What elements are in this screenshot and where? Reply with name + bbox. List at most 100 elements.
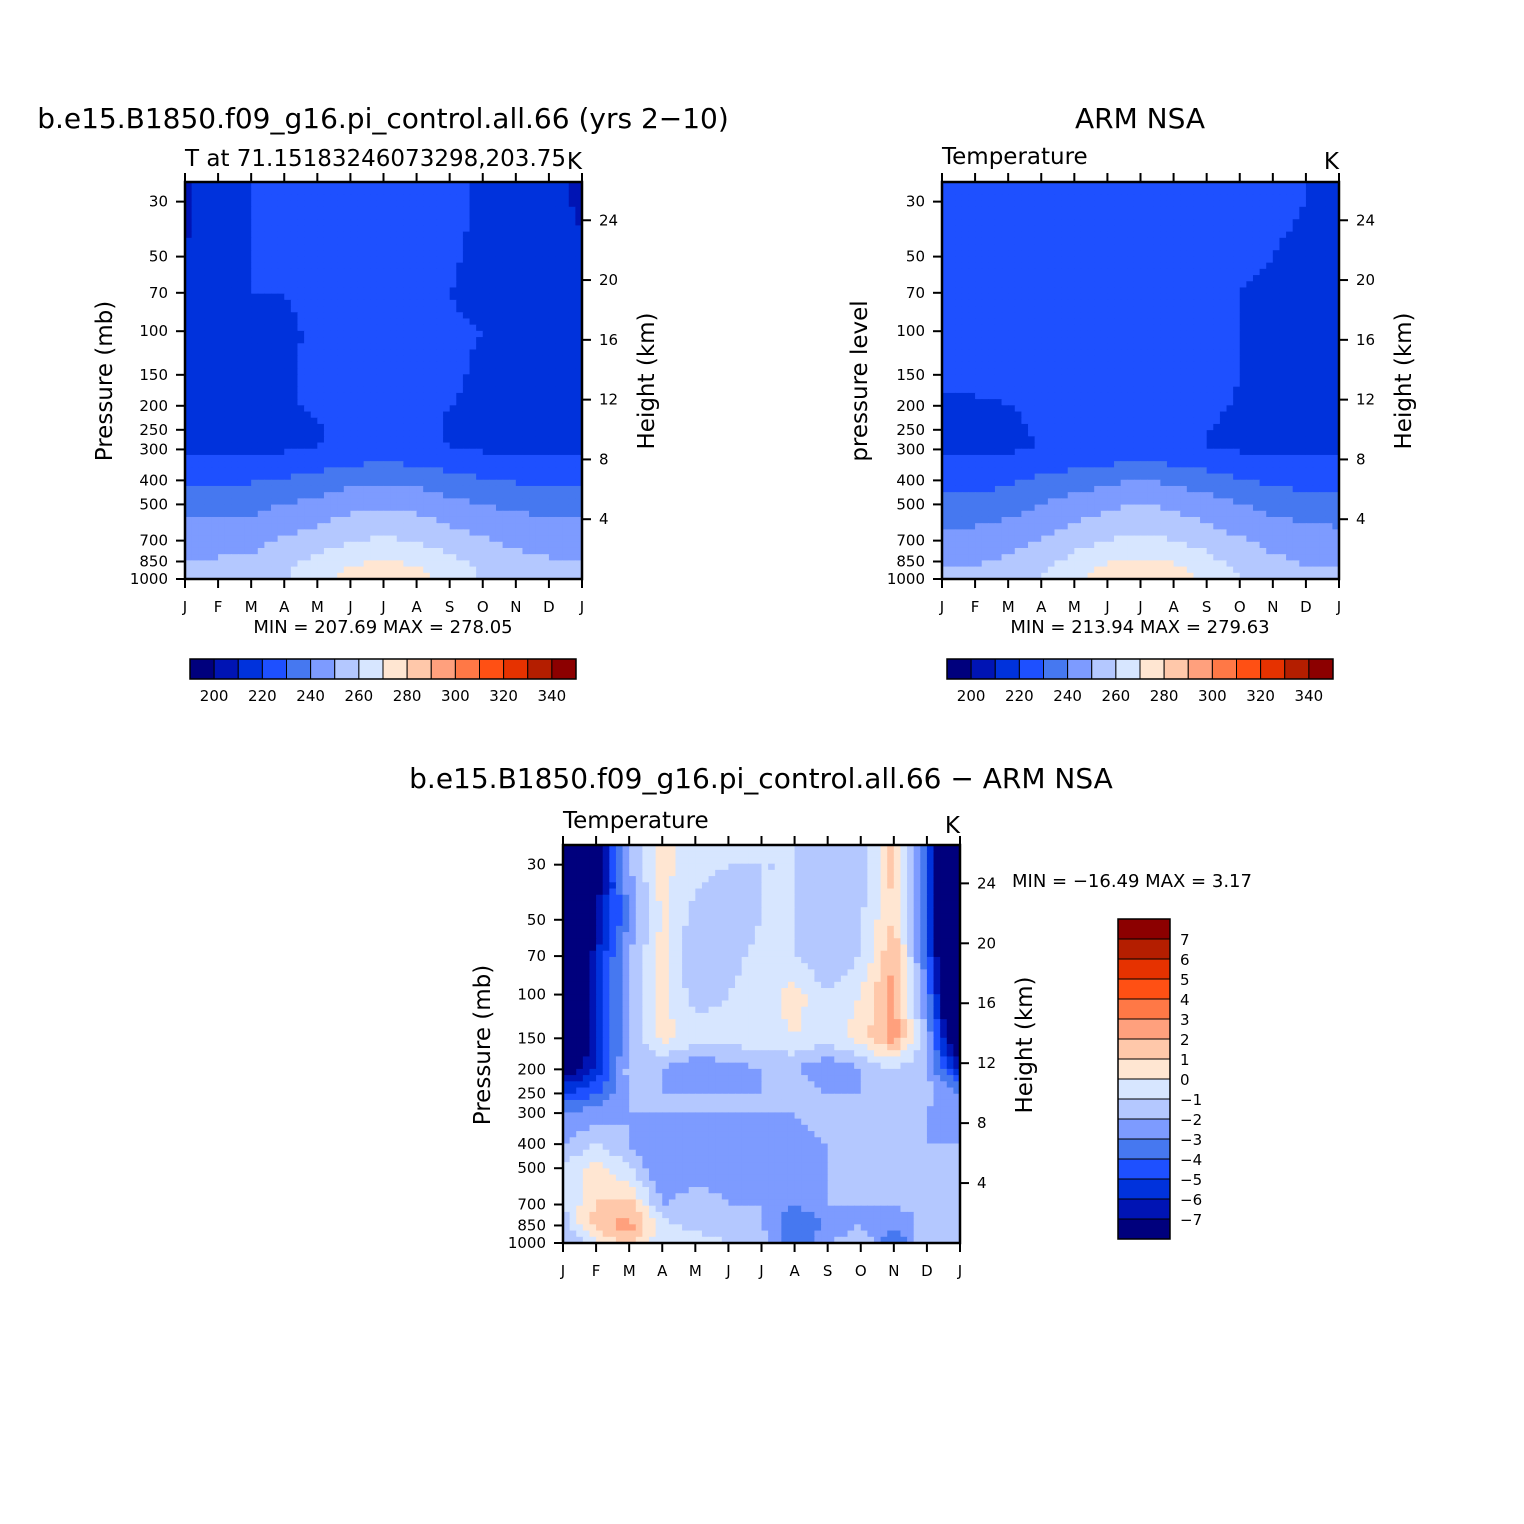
- model-cell: [185, 324, 193, 332]
- obs-cell: [1001, 244, 1009, 251]
- obs-cell: [1074, 268, 1082, 276]
- model-cell: [231, 423, 239, 431]
- model-cell: [271, 392, 279, 400]
- model-cell: [224, 256, 232, 264]
- model-cell: [284, 337, 292, 344]
- model-cell: [383, 244, 391, 251]
- model-cell: [482, 244, 490, 251]
- model-cell: [555, 392, 563, 400]
- model-cell: [575, 250, 583, 258]
- model-cell: [383, 411, 391, 419]
- obs-cell: [1319, 225, 1327, 233]
- model-cell: [284, 510, 292, 518]
- model-cell: [323, 560, 332, 568]
- model-cell: [489, 355, 497, 363]
- model-cell: [529, 392, 537, 400]
- model-cell: [423, 541, 431, 549]
- model-cell: [350, 516, 358, 524]
- model-cell: [304, 213, 312, 220]
- model-cell: [350, 374, 358, 382]
- model-cell: [290, 281, 299, 289]
- model-cell: [449, 448, 457, 456]
- model-cell: [363, 498, 371, 506]
- model-cell: [542, 405, 550, 413]
- model-cell: [462, 250, 471, 258]
- model-cell: [297, 547, 305, 555]
- model-cell: [198, 560, 206, 568]
- model-cell: [257, 268, 265, 276]
- model-cell: [456, 188, 464, 195]
- model-cell: [284, 467, 292, 475]
- obs-cell: [1067, 188, 1075, 195]
- model-cell: [535, 417, 543, 425]
- model-cell: [555, 299, 563, 307]
- obs-cell: [1133, 200, 1142, 208]
- model-cell: [343, 529, 352, 537]
- model-cell: [489, 368, 497, 375]
- model-cell: [449, 399, 457, 406]
- model-cell: [423, 368, 431, 375]
- model-cell: [436, 492, 444, 499]
- model-cell: [548, 442, 557, 450]
- model-cell: [284, 566, 292, 574]
- obs-cell: [1054, 194, 1062, 202]
- model-cell: [204, 262, 213, 270]
- model-cell: [383, 504, 391, 512]
- model-cell: [191, 473, 199, 481]
- model-cell: [515, 386, 524, 394]
- model-cell: [363, 461, 371, 468]
- obs-cell: [1034, 231, 1042, 239]
- model-cell: [423, 231, 431, 239]
- obs-cell: [1200, 268, 1208, 276]
- model-cell: [337, 473, 345, 481]
- obs-cell: [1127, 213, 1135, 220]
- model-colorbar-swatch: [479, 658, 505, 680]
- obs-cell: [961, 231, 970, 239]
- model-cell: [185, 237, 193, 245]
- model-cell: [337, 268, 345, 276]
- model-cell: [204, 337, 213, 344]
- model-cell: [264, 448, 272, 456]
- model-cell: [562, 213, 570, 220]
- model-cell: [350, 368, 358, 375]
- model-cell: [330, 504, 338, 512]
- model-cell: [224, 485, 232, 493]
- model-cell: [198, 473, 206, 481]
- model-cell: [436, 281, 444, 289]
- model-cell: [251, 510, 259, 518]
- obs-cell: [994, 194, 1003, 202]
- obs-cell: [1028, 275, 1036, 282]
- model-cell: [562, 504, 570, 512]
- obs-cell: [942, 231, 950, 239]
- model-cell: [323, 275, 332, 282]
- model-cell: [224, 368, 232, 375]
- model-cell: [555, 374, 563, 382]
- model-cell: [416, 399, 424, 406]
- model-cell: [403, 523, 411, 530]
- model-cell: [449, 504, 457, 512]
- obs-cell: [1107, 281, 1115, 289]
- model-cell: [529, 256, 537, 264]
- model-cell: [489, 330, 497, 338]
- model-cell: [522, 492, 530, 499]
- model-cell: [297, 206, 305, 214]
- obs-cell: [981, 194, 989, 202]
- model-cell: [548, 343, 557, 351]
- model-cell: [244, 330, 252, 338]
- model-cell: [509, 225, 517, 233]
- obs-cell: [1147, 182, 1155, 189]
- model-cell: [509, 287, 517, 295]
- model-cell: [403, 188, 411, 195]
- model-cell: [290, 206, 299, 214]
- model-cell: [409, 485, 418, 493]
- model-cell: [191, 498, 199, 506]
- model-cell: [416, 374, 424, 382]
- model-cell: [198, 349, 206, 357]
- model-cell: [409, 293, 418, 301]
- model-cell: [204, 194, 213, 202]
- obs-cell: [1061, 237, 1069, 245]
- model-cell: [271, 374, 279, 382]
- obs-cell: [1312, 194, 1320, 202]
- model-cell: [542, 368, 550, 375]
- model-cell: [469, 448, 477, 456]
